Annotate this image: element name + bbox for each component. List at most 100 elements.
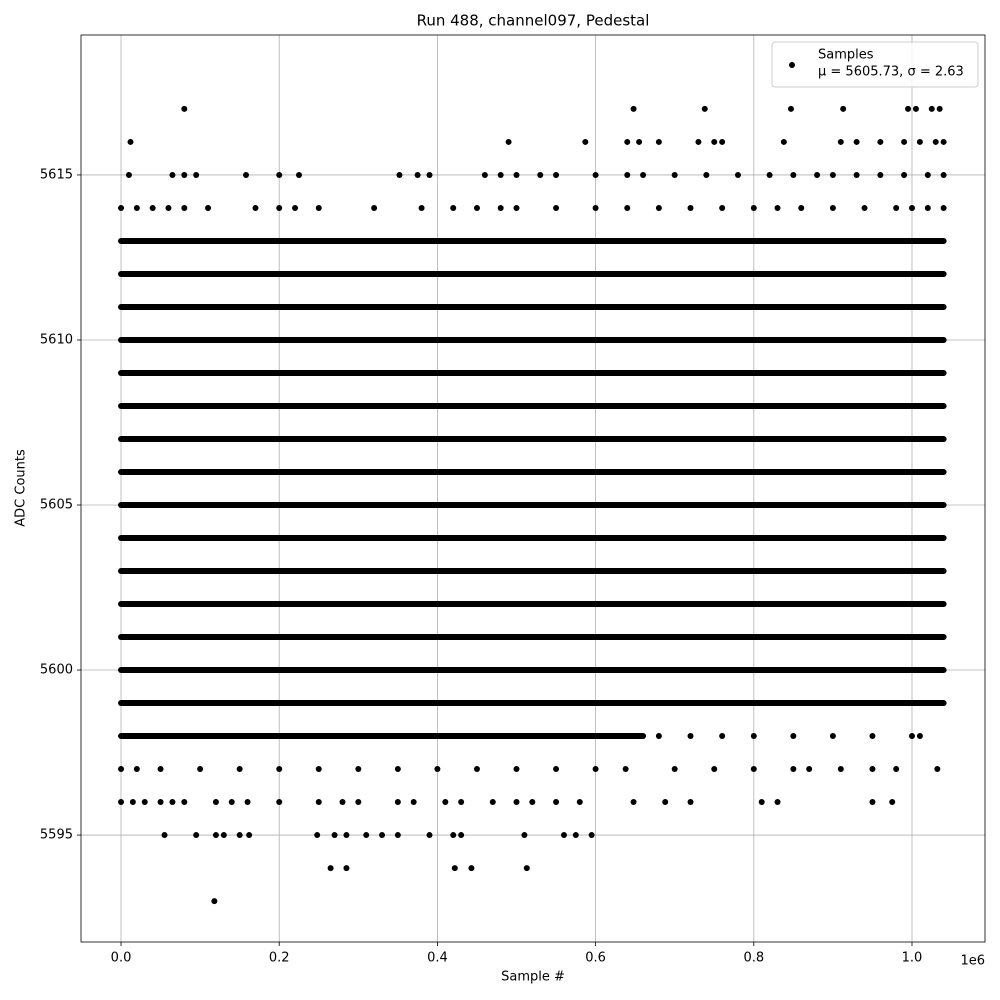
sample-point [655, 204, 662, 211]
x-tick-label: 0.0 [111, 951, 132, 966]
sample-point [719, 204, 726, 211]
sample-point [829, 171, 836, 178]
sample-point [780, 138, 787, 145]
sample-point [901, 171, 908, 178]
sample-point [396, 171, 403, 178]
sample-point [181, 204, 188, 211]
sample-point [481, 171, 488, 178]
x-tick-label: 0.8 [743, 951, 764, 966]
sample-point [315, 799, 322, 806]
sample-point [339, 799, 346, 806]
sample-point [936, 105, 943, 112]
grid [77, 35, 985, 946]
sample-point [181, 171, 188, 178]
sample-point [133, 766, 140, 773]
sample-point [908, 733, 915, 740]
sample-point [246, 832, 253, 839]
sample-point [355, 766, 362, 773]
axes-frame [80, 34, 986, 943]
sample-point [798, 204, 805, 211]
sample-point [829, 204, 836, 211]
sample-point [295, 171, 302, 178]
sample-point [572, 832, 579, 839]
sample-point [916, 138, 923, 145]
sample-point [394, 799, 401, 806]
legend-label: Samples [818, 48, 874, 63]
sample-point [790, 766, 797, 773]
sample-point [276, 171, 283, 178]
sample-point [331, 832, 338, 839]
sample-point [473, 766, 480, 773]
sample-point [592, 766, 599, 773]
sample-point [327, 865, 334, 872]
sample-point [537, 171, 544, 178]
sample-point [576, 799, 583, 806]
sample-point [877, 138, 884, 145]
sample-point [640, 171, 647, 178]
y-axis-label: ADC Counts [14, 449, 29, 527]
sample-point [523, 865, 530, 872]
sample-point [787, 105, 794, 112]
sample-point [592, 171, 599, 178]
sample-point [750, 766, 757, 773]
sample-point [118, 204, 125, 211]
sample-point [655, 733, 662, 740]
sample-point [687, 204, 694, 211]
sample-point [553, 204, 560, 211]
sample-point [806, 766, 813, 773]
sample-point [671, 171, 678, 178]
sample-point [355, 799, 362, 806]
sample-point [450, 832, 457, 839]
sample-point [940, 138, 947, 145]
legend-marker [789, 62, 795, 68]
sample-point [497, 204, 504, 211]
sample-point [662, 799, 669, 806]
sample-point [671, 766, 678, 773]
sample-point [394, 766, 401, 773]
sample-point [292, 204, 299, 211]
sample-point [877, 171, 884, 178]
sample-point [193, 832, 200, 839]
sample-point [837, 138, 844, 145]
sample-point [529, 799, 536, 806]
x-tick-label: 0.2 [269, 951, 290, 966]
sample-point [371, 204, 378, 211]
x-tick-label: 1.0 [902, 951, 923, 966]
sample-point [169, 171, 176, 178]
y-tick-label: 5600 [40, 663, 73, 678]
sample-point [711, 138, 718, 145]
sample-point [513, 766, 520, 773]
sample-point [442, 799, 449, 806]
sample-point [379, 832, 386, 839]
sample-point [869, 733, 876, 740]
x-tick-label: 0.4 [427, 951, 448, 966]
sample-point [630, 799, 637, 806]
sample-point [118, 799, 125, 806]
sample-point [711, 766, 718, 773]
sample-point [220, 832, 227, 839]
sample-point [505, 138, 512, 145]
sample-point [244, 799, 251, 806]
sample-point [940, 204, 947, 211]
sample-point [236, 766, 243, 773]
sample-point [181, 105, 188, 112]
sample-point [418, 204, 425, 211]
sample-point [582, 138, 589, 145]
sample-point [719, 138, 726, 145]
sample-point [458, 799, 465, 806]
legend-box [771, 41, 979, 88]
sample-point [924, 204, 931, 211]
sample-point [236, 832, 243, 839]
sample-point [750, 733, 757, 740]
sample-point [157, 799, 164, 806]
sample-point [912, 105, 919, 112]
sample-point [228, 799, 235, 806]
sample-point [553, 799, 560, 806]
sample-point [790, 733, 797, 740]
sample-point [766, 171, 773, 178]
sample-point [701, 105, 708, 112]
sample-point [869, 766, 876, 773]
sample-point [343, 865, 350, 872]
sample-point [916, 733, 923, 740]
